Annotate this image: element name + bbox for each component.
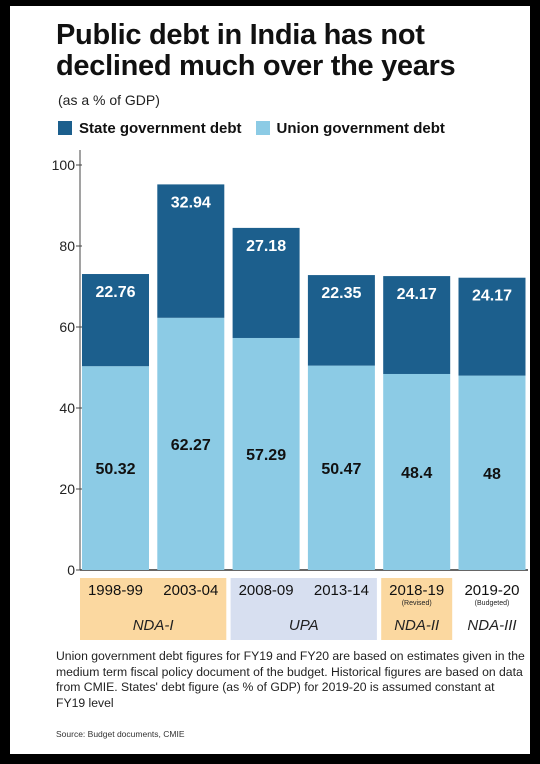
bar-union-1998-99 <box>82 366 149 570</box>
chart-subtitle: (as a % of GDP) <box>58 92 160 108</box>
chart-title: Public debt in India has not declined mu… <box>56 19 456 82</box>
y-tick-label: 0 <box>67 562 75 578</box>
bar-union-2013-14 <box>307 365 375 570</box>
group-band-2 <box>381 578 453 640</box>
bar-state-2018-19 <box>383 276 451 374</box>
group-label-1: UPA <box>289 617 319 634</box>
data-label-state: 32.94 <box>171 194 211 211</box>
y-tick-label: 20 <box>59 481 75 497</box>
data-label-state: 22.35 <box>321 285 361 302</box>
data-label-state: 24.17 <box>472 288 512 305</box>
data-label-state: 24.17 <box>397 286 437 303</box>
data-label-state: 27.18 <box>246 238 286 255</box>
data-label-union: 62.27 <box>171 437 211 454</box>
x-tick-label: 2018-19 <box>389 582 444 599</box>
y-tick-label: 60 <box>59 319 75 335</box>
frame-right-edge <box>530 0 540 764</box>
legend-label-state: State government debt <box>79 119 242 137</box>
legend-swatch-union <box>255 121 270 135</box>
stacked-bar-chart: NDA-I UPA NDA-II NDA-III 0 20 40 60 80 100 50.32 22… <box>52 150 528 640</box>
legend-swatch-state <box>58 121 72 135</box>
data-label-union: 48.4 <box>401 465 432 482</box>
x-tick-label: 2019-20 <box>464 582 519 599</box>
bar-union-2003-04 <box>157 317 225 570</box>
data-label-union: 50.47 <box>321 461 361 478</box>
frame-top-edge <box>0 0 540 6</box>
group-label-2: NDA-II <box>394 617 439 634</box>
bar-state-2003-04 <box>157 184 225 318</box>
x-tick-note: (Revised) <box>402 600 432 607</box>
x-tick-label: 1998-99 <box>88 582 143 599</box>
bar-state-2013-14 <box>307 275 375 366</box>
bar-state-1998-99 <box>82 274 149 367</box>
group-label-3: NDA-III <box>467 617 516 634</box>
y-tick-label: 100 <box>52 157 76 173</box>
bar-state-2008-09 <box>232 227 300 338</box>
x-tick-note: (Budgeted) <box>475 600 510 607</box>
y-tick-label: 40 <box>59 400 75 416</box>
data-label-union: 48 <box>483 466 501 483</box>
frame-bottom-edge <box>0 754 540 764</box>
footnote: Union government debt figures for FY19 a… <box>56 649 525 710</box>
frame-left-edge <box>0 0 10 764</box>
source-note: Source: Budget documents, CMIE <box>56 729 185 739</box>
bar-union-2008-09 <box>232 337 300 570</box>
legend-label-union: Union government debt <box>276 119 445 137</box>
x-tick-label: 2008-09 <box>239 582 294 599</box>
group-band-1 <box>230 578 377 640</box>
data-label-union: 57.29 <box>246 447 286 464</box>
group-label-0: NDA-I <box>133 617 174 634</box>
y-tick-label: 80 <box>59 238 75 254</box>
bar-union-2019-20 <box>458 375 526 570</box>
bar-state-2019-20 <box>458 277 526 376</box>
legend-item-state: State government debt <box>58 120 242 137</box>
bar-union-2018-19 <box>383 373 451 570</box>
legend-item-union: Union government debt <box>255 119 445 137</box>
x-tick-label: 2013-14 <box>314 582 369 599</box>
legend: State government debt Union government d… <box>58 118 459 138</box>
data-label-state: 22.76 <box>95 284 135 301</box>
x-tick-label: 2003-04 <box>163 582 218 599</box>
data-label-union: 50.32 <box>95 461 135 478</box>
group-band-0 <box>80 578 227 640</box>
